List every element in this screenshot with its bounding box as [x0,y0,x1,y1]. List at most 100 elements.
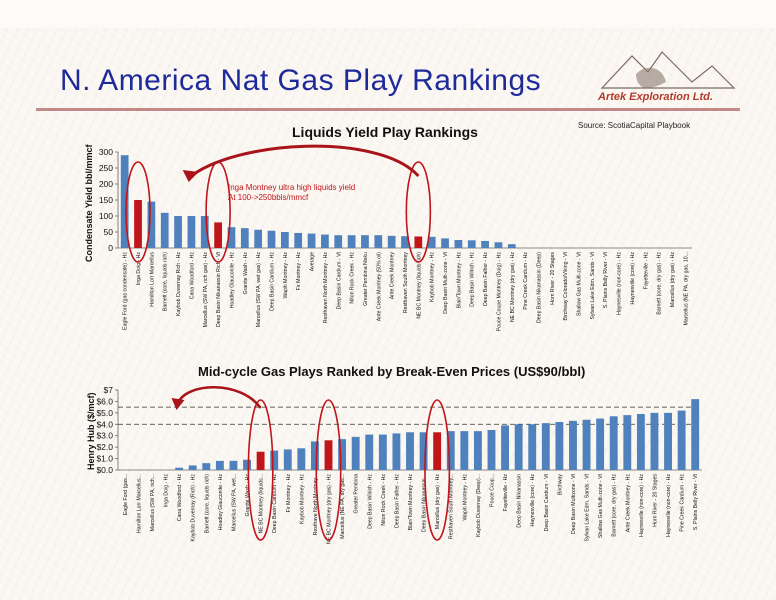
annotation-line-1: Inga Montney ultra high liquids yield [228,183,356,192]
title-rule [36,108,740,111]
chart1-category-label: Ante Creek Montney (50% oil) [376,252,382,321]
chart2-category-label: Haynesville (core) - Hz [530,474,536,527]
chart2-category-label: Wapiti Montney - Hz [462,474,468,521]
chart2-category-label: Barnett (core, liquids rich) [204,474,210,533]
chart2-category-label: NE BC Montney (dry gas) - Hz [327,474,333,544]
chart1-category-label: Average [310,252,316,271]
chart2-ytick-label: $4.0 [96,419,113,429]
chart2-ytick-label: $6.0 [96,396,113,406]
chart2-bar [324,440,333,470]
chart2-bar [351,436,360,470]
chart2-bar [419,432,428,470]
chart2-category-label: Marcellus (SW PA, wet... [231,474,237,531]
chart1-category-label: Blair/Town Montney - Hz [456,252,462,309]
chart1-ytick-label: 150 [99,195,113,205]
chart2-bar [623,415,632,470]
chart1-category-label: Horn River - 20 Stages [550,252,556,305]
chart1-category-label: Deep Basin Nikanassin (Deep) [536,252,542,323]
chart2-category-label: Fayetteville - Hz [503,474,509,512]
chart1-category-label: Resthaven North Montney - Hz [323,252,329,324]
annotation-line-2: At 100->250bbls/mmcf [228,193,309,202]
chart1-category-label: Birchway Colorado/Viking - Vt [563,251,569,320]
chart2-bar [392,433,401,470]
logo-bear [636,67,666,88]
chart2-bar [609,416,618,470]
chart1-category-label: Pouce Coupe Montney (Doig) - Hz [496,252,502,332]
chart1-bar [160,212,169,248]
chart1-category-label: Deep Basin Wilrich - Hz [470,252,476,307]
chart2-category-label: Marcellus (dry gas) - Hz [435,474,441,529]
chart1-bar [507,244,516,248]
chart1-bar [454,240,463,248]
chart1-bar [294,232,303,248]
chart2-bar [310,441,319,470]
chart2-bar [569,420,577,470]
chart2-category-label: Pouce Coup... [489,474,495,507]
chart2-category-label: Resthave North Montney... [313,474,319,535]
chart1-category-label: Greater Pembina Nisku [363,252,369,306]
chart1-category-label: Pine Creek Cardium - Hz [523,252,529,310]
chart2-bar [596,418,605,470]
chart2-bar [691,399,700,470]
chart2-category-label: Barnett (core, dry gas) - Hz [612,474,618,537]
chart2-bar [541,423,550,470]
chart1-bar [387,235,396,248]
chart1-category-label: Inga Doig - Hz [136,252,142,286]
chart1-bar [200,216,209,248]
chart2-category-label: Resthaven South Montney... [449,474,455,539]
chart1-category-label: Marcellus (dry gas) - Hz [670,252,676,307]
chart1-category-label: Deep Basin Falher - Hz [483,252,489,306]
chart1-highlight-ellipse [405,161,432,263]
chart1-category-label: Cana Woodford - Hz [189,252,195,300]
chart2-bar [243,459,251,470]
company-logo [600,51,736,89]
chart1-category-label: Sylvan Lake Edm. Sands - Vt [590,251,596,319]
chart1-bar [174,216,182,248]
chart2-bar [378,434,387,470]
chart2-category-label: Greater Pembina [354,474,360,514]
chart2-category-label: Kaybob Montney - Hz [299,474,305,524]
chart1-bar [401,236,409,248]
chart2-bar [664,412,672,470]
chart1-ytick-label: 300 [99,147,113,157]
chart1-category-label: Hoadley Glauconite - Hz [229,252,235,309]
chart2-category-label: Cana Woodford - Hz [177,474,183,522]
chart2-bar [270,450,279,470]
chart1-category-label: Haynesville (non-core) - Hz [617,252,623,315]
chart2-bar [487,430,496,470]
chart1-category-label: Ante Creek Montney [390,252,396,300]
chart2-title: Mid-cycle Gas Plays Ranked by Break-Even… [198,364,586,379]
chart1-category-label: Shallow Gas Multi-zone - Vt [577,251,583,316]
chart1-ytick-label: 200 [99,179,113,189]
chart1-category-label: Wapiti Montney - Hz [283,252,289,299]
chart2-bar [473,431,482,470]
company-name: Artek Exploration Ltd. [598,91,713,103]
chart2-bar [677,410,686,470]
chart1-bar [481,240,489,248]
chart2-bar [338,439,347,470]
chart1-category-label: Hamilton Lorr Marcellus [149,252,155,307]
chart2-bar [650,412,659,470]
chart1-bar [414,236,423,248]
chart2-bar [215,460,224,470]
chart1-bar [267,230,276,248]
chart2-highlight-ellipse [315,399,342,541]
chart2-bar [297,448,306,470]
chart2-bar [446,431,455,470]
chart2-bar [433,432,442,470]
chart2-arrow [176,386,262,409]
chart2-bar [460,431,469,470]
chart1-title: Liquids Yield Play Rankings [292,124,478,140]
chart2-bar [365,434,374,470]
chart2-category-label: Kaybob Duvernay (Deep)... [476,474,482,537]
chart1-arrowhead [182,170,199,182]
chart1-category-label: Marcellus (NE PA, dry gas, 10... [683,252,689,325]
chart1-category-label: NE BC Montney (liquids rich) [416,252,422,319]
slide-title: N. America Nat Gas Play Rankings [60,64,542,97]
chart2-bar [528,424,537,470]
chart2-category-label: Deep Basin Cardium - Vt [544,473,550,531]
chart2-category-label: Hamilton Lorr Marcellus... [136,474,142,533]
chart2-ytick-label: $0.0 [96,465,113,475]
chart2-category-label: Deep Basin Nikanassin [517,474,523,528]
